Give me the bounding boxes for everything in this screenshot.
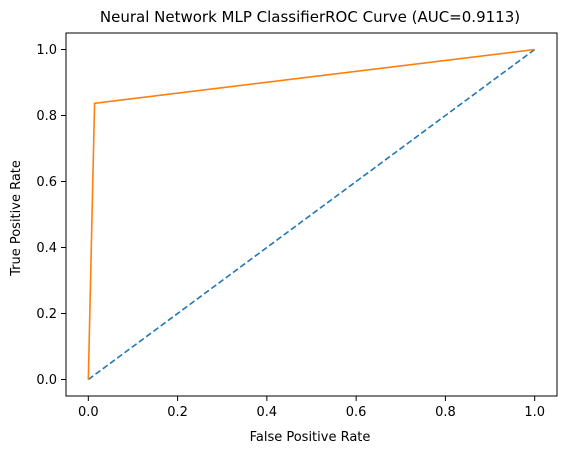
y-tick-label: 0.4	[36, 241, 57, 256]
x-tick-label: 0.2	[167, 405, 188, 420]
x-tick-label: 1.0	[524, 405, 545, 420]
roc-curve-line	[87, 48, 535, 380]
x-axis-ticks: 0.0 0.2 0.4 0.6 0.8 1.0	[78, 396, 545, 420]
x-tick-label: 0.4	[257, 405, 278, 420]
y-axis-ticks: 0.0 0.2 0.4 0.6 0.8 1.0	[36, 43, 66, 388]
x-tick-label: 0.8	[435, 405, 456, 420]
y-tick-label: 0.0	[36, 373, 57, 388]
series-layer	[87, 48, 536, 381]
y-tick-label: 0.8	[36, 109, 57, 124]
y-tick-label: 0.6	[36, 175, 57, 190]
chart-title: Neural Network MLP ClassifierROC Curve (…	[100, 8, 520, 26]
y-tick-label: 0.2	[36, 307, 57, 322]
y-axis-label: True Positive Rate	[9, 160, 24, 277]
x-axis-label: False Positive Rate	[250, 430, 371, 445]
x-tick-label: 0.0	[78, 405, 99, 420]
plot-frame	[65, 32, 558, 397]
x-tick-label: 0.6	[346, 405, 367, 420]
plot-area	[65, 32, 558, 397]
baseline-diagonal-line	[87, 48, 536, 381]
y-tick-label: 1.0	[36, 43, 57, 58]
